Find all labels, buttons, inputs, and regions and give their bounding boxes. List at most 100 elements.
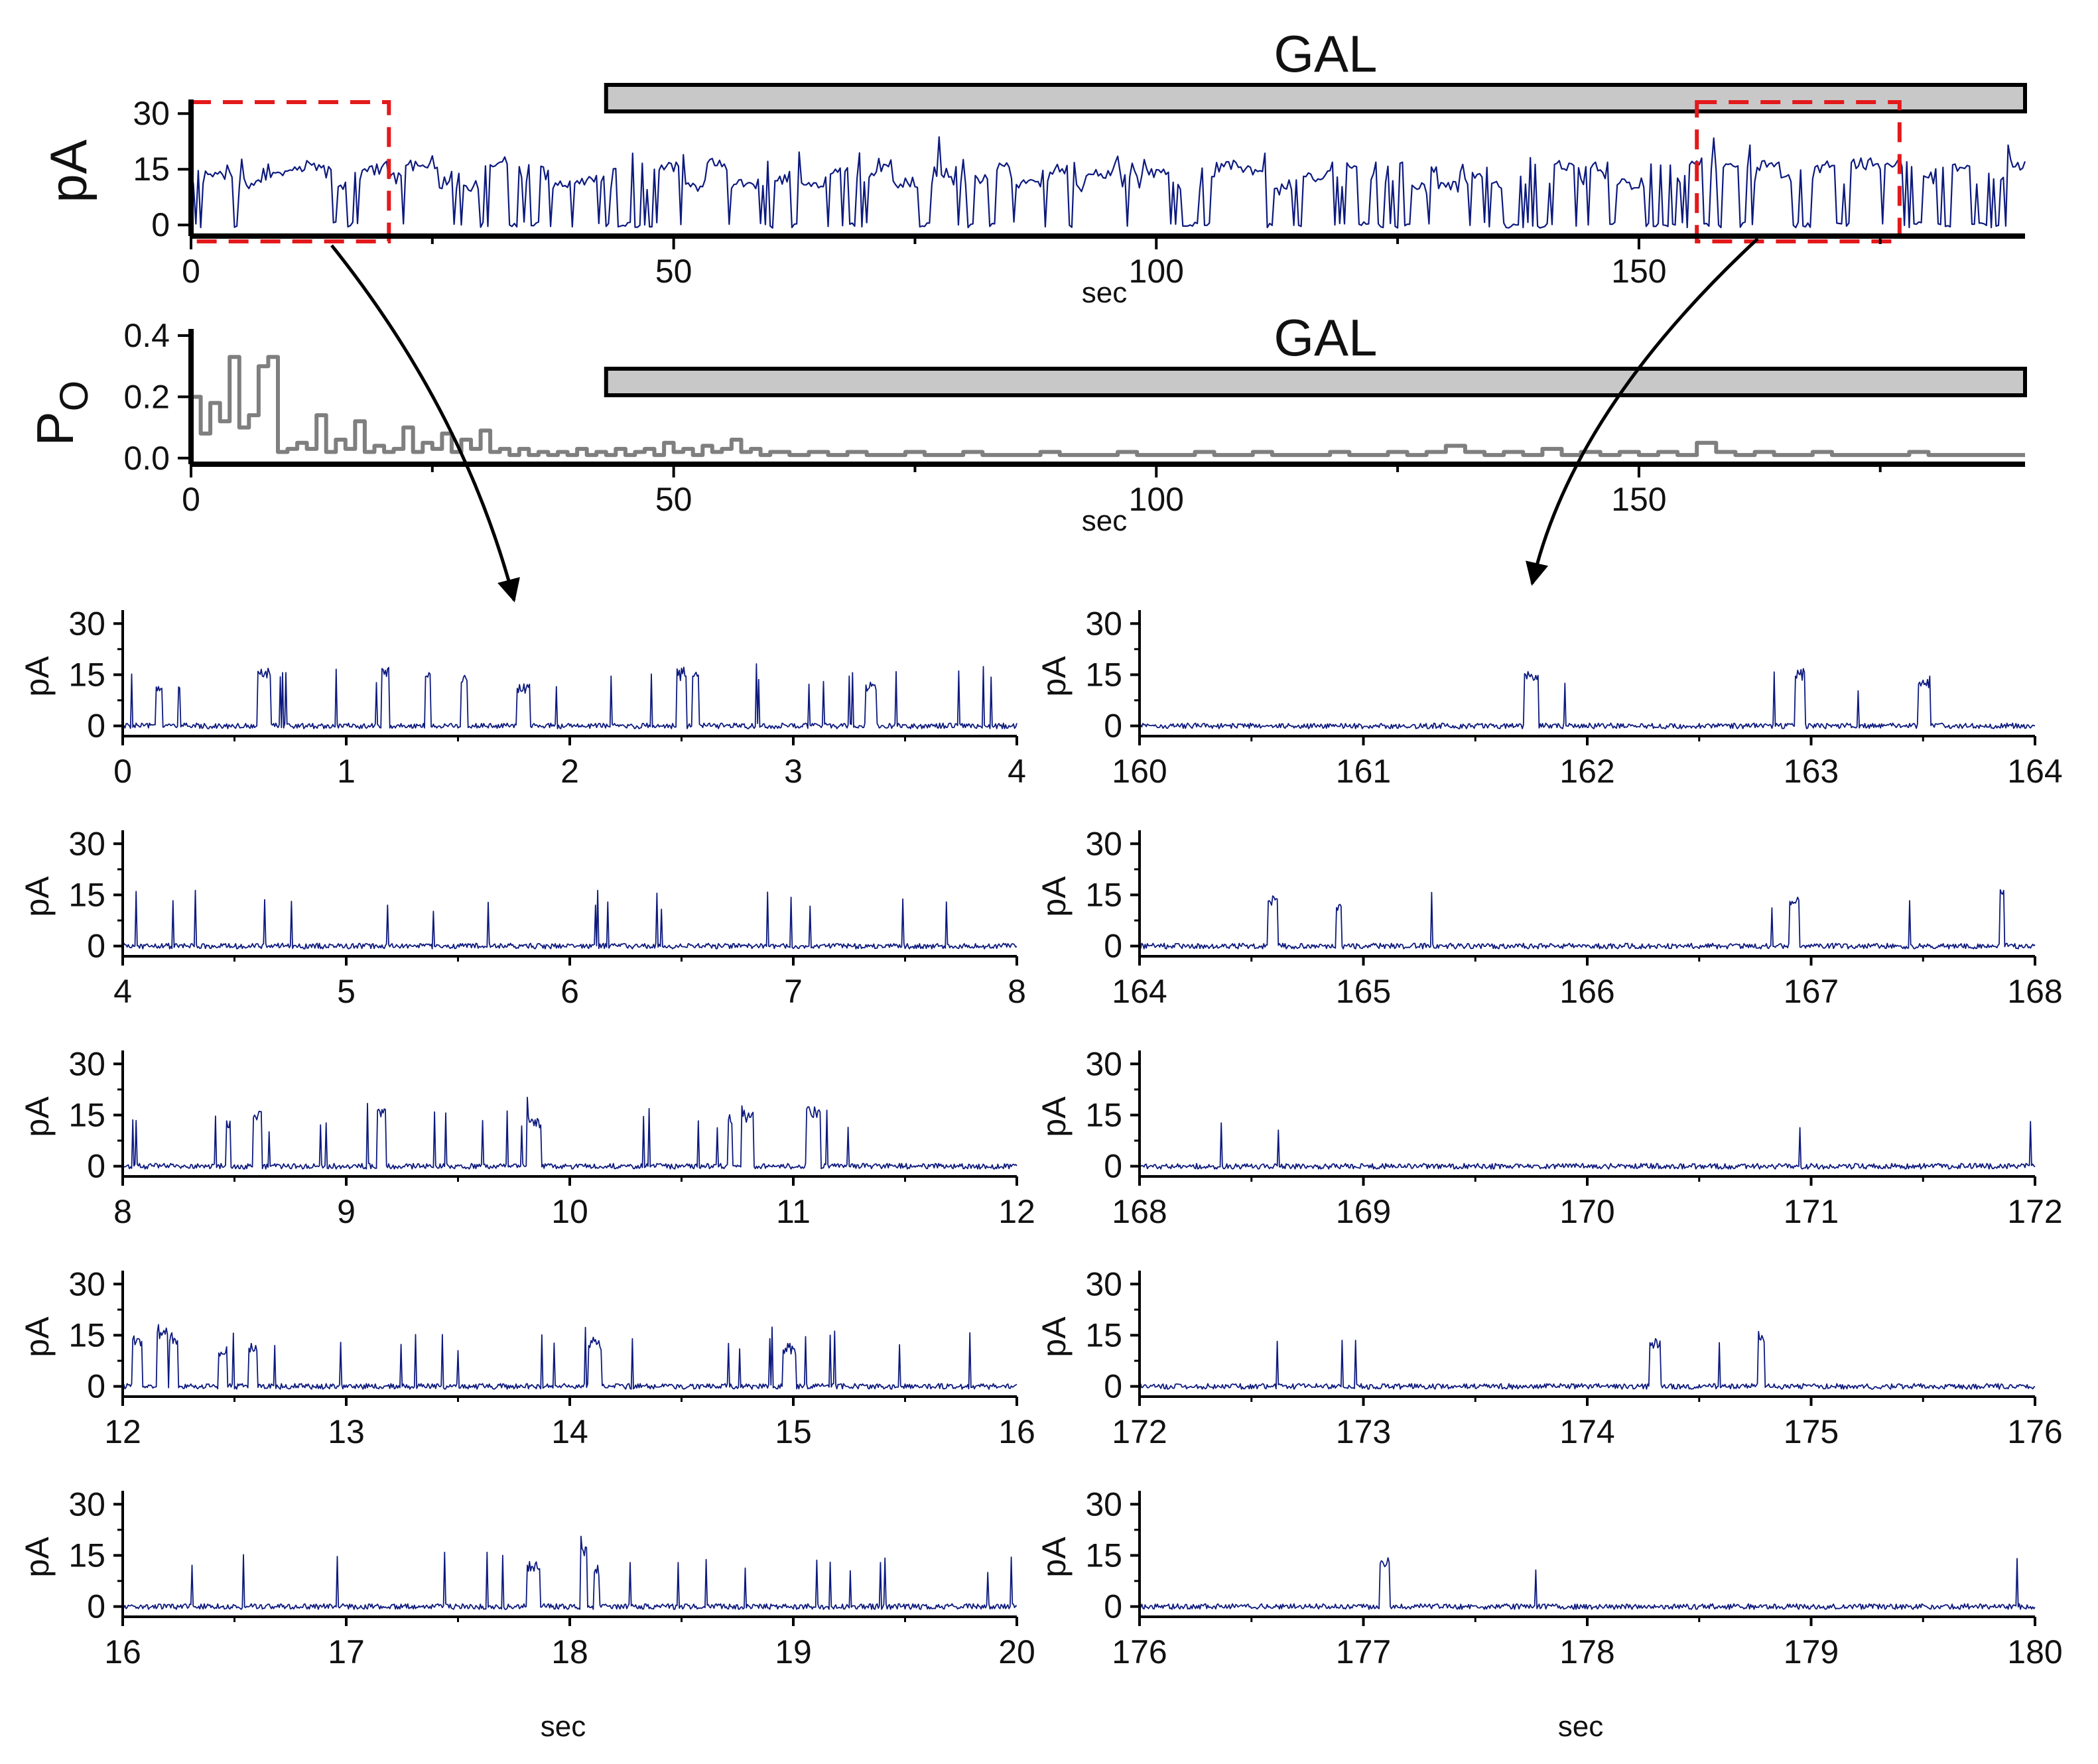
x-axis-title: sec — [1082, 505, 1127, 537]
y-tick-label: 15 — [1085, 876, 1122, 913]
y-axis-title: pA — [19, 876, 56, 917]
gal-treatment-label: GAL — [1274, 308, 1377, 367]
x-tick-label: 161 — [1336, 753, 1391, 790]
zoom-window-right — [1695, 100, 1902, 243]
gal-treatment-label: GAL — [1274, 25, 1377, 83]
x-tick-label: 9 — [337, 1193, 356, 1230]
y-tick-label: 15 — [1085, 656, 1122, 693]
y-tick-label: 0.2 — [123, 378, 170, 415]
x-tick-label: 6 — [560, 973, 579, 1010]
y-tick-label: 30 — [1085, 605, 1122, 642]
x-tick-label: 100 — [1129, 253, 1184, 290]
y-tick-label: 15 — [68, 656, 105, 693]
y-axis-title: pA — [1035, 1316, 1073, 1357]
x-tick-label: 0 — [113, 753, 132, 790]
x-tick-label: 18 — [551, 1633, 588, 1670]
x-tick-label: 176 — [1112, 1633, 1167, 1670]
y-tick-label: 30 — [68, 605, 105, 642]
data-trace-zoom-L1 — [122, 663, 1017, 729]
x-tick-label: 168 — [2007, 973, 2062, 1010]
zoom-arrows-layer — [330, 237, 1759, 603]
y-tick-label: 30 — [68, 1265, 105, 1302]
y-tick-label: 15 — [1085, 1316, 1122, 1354]
x-tick-label: 0 — [182, 481, 200, 518]
x-tick-label: 16 — [104, 1633, 141, 1670]
x-tick-label: 4 — [113, 973, 132, 1010]
x-tick-label: 50 — [655, 481, 692, 518]
x-tick-label: 171 — [1784, 1193, 1839, 1230]
x-tick-label: 177 — [1336, 1633, 1391, 1670]
data-trace-zoom-L3 — [122, 1096, 1017, 1170]
y-tick-label: 15 — [1085, 1537, 1122, 1574]
y-axis-title-subscript: O — [52, 381, 96, 412]
data-trace-zoom-R4 — [1139, 1330, 2036, 1390]
y-axis-title-main: P — [26, 411, 84, 446]
x-tick-label: 50 — [655, 253, 692, 290]
zoom-arrow-right — [1526, 237, 1759, 586]
x-tick-label: 170 — [1559, 1193, 1614, 1230]
x-tick-label: 7 — [784, 973, 803, 1010]
x-tick-label: 14 — [551, 1413, 588, 1450]
y-tick-label: 15 — [68, 876, 105, 913]
x-tick-label: 3 — [784, 753, 803, 790]
y-tick-label: 15 — [68, 1537, 105, 1574]
data-trace-zoom-R3 — [1139, 1121, 2036, 1170]
panel-zoom-L4: 12 13 14 15 16 0 15 30 pA — [19, 1265, 1035, 1450]
data-trace-zoom-R1 — [1139, 668, 2036, 729]
panel-zoom-R3: 168 169 170 171 172 0 15 30 pA — [1035, 1045, 2063, 1230]
x-tick-label: 8 — [113, 1193, 132, 1230]
x-tick-label: 4 — [1008, 753, 1026, 790]
y-tick-label: 30 — [68, 1045, 105, 1082]
x-tick-label: 162 — [1559, 753, 1614, 790]
x-axis-title: sec — [541, 1710, 586, 1743]
y-axis-title: pA — [19, 1096, 56, 1137]
gal-treatment-bar — [604, 83, 2027, 113]
y-axis-title: pA — [19, 1316, 56, 1357]
zoom-window-left — [189, 100, 391, 243]
y-axis-title: pA — [19, 1537, 56, 1578]
data-trace-zoom-L5 — [122, 1535, 1017, 1610]
y-tick-label: 30 — [1085, 1485, 1122, 1523]
x-tick-label: 168 — [1112, 1193, 1167, 1230]
y-tick-label: 30 — [1085, 1265, 1122, 1302]
x-tick-label: 175 — [1784, 1413, 1839, 1450]
panel-top-current: GAL 0 50 100 150 0 15 30 pA sec — [39, 25, 2027, 309]
y-tick-label: 15 — [1085, 1096, 1122, 1133]
y-tick-label: 0 — [87, 708, 105, 745]
y-tick-label: 0 — [1104, 928, 1122, 965]
x-tick-label: 10 — [551, 1193, 588, 1230]
x-tick-label: 13 — [328, 1413, 365, 1450]
y-tick-label: 15 — [68, 1316, 105, 1354]
x-tick-label: 172 — [1112, 1413, 1167, 1450]
y-tick-label: 15 — [133, 151, 170, 188]
y-tick-label: 30 — [68, 1485, 105, 1523]
x-tick-label: 180 — [2007, 1633, 2062, 1670]
panel-zoom-R4: 172 173 174 175 176 0 15 30 pA — [1035, 1265, 2063, 1450]
y-tick-label: 0 — [87, 1148, 105, 1185]
x-tick-label: 150 — [1611, 481, 1666, 518]
x-tick-label: 12 — [998, 1193, 1035, 1230]
y-tick-label: 0 — [1104, 1368, 1122, 1405]
panel-zoom-L2: 4 5 6 7 8 0 15 30 pA — [19, 825, 1026, 1010]
y-tick-label: 30 — [1085, 1045, 1122, 1082]
panel-zoom-L1: 0 1 2 3 4 0 15 30 pA — [19, 605, 1026, 790]
y-tick-label: 30 — [68, 825, 105, 862]
y-axis-title: PO — [26, 381, 96, 446]
x-tick-label: 8 — [1008, 973, 1026, 1010]
x-tick-label: 164 — [1112, 973, 1167, 1010]
x-tick-label: 160 — [1112, 753, 1167, 790]
x-tick-label: 150 — [1611, 253, 1666, 290]
panel-zoom-R5: 176 177 178 179 180 0 15 30 pA sec — [1035, 1485, 2063, 1743]
x-tick-label: 2 — [560, 753, 579, 790]
x-axis-title: sec — [1558, 1710, 1603, 1743]
data-trace-zoom-L4 — [122, 1324, 1017, 1390]
x-tick-label: 17 — [328, 1633, 365, 1670]
data-trace-zoom-R5 — [1139, 1557, 2036, 1610]
panel-zoom-L5: 16 17 18 19 20 0 15 30 pA sec — [19, 1485, 1035, 1743]
y-axis-title: pA — [39, 139, 98, 202]
x-tick-label: 5 — [337, 973, 356, 1010]
panel-zoom-R2: 164 165 166 167 168 0 15 30 pA — [1035, 825, 2063, 1010]
x-tick-label: 169 — [1336, 1193, 1391, 1230]
